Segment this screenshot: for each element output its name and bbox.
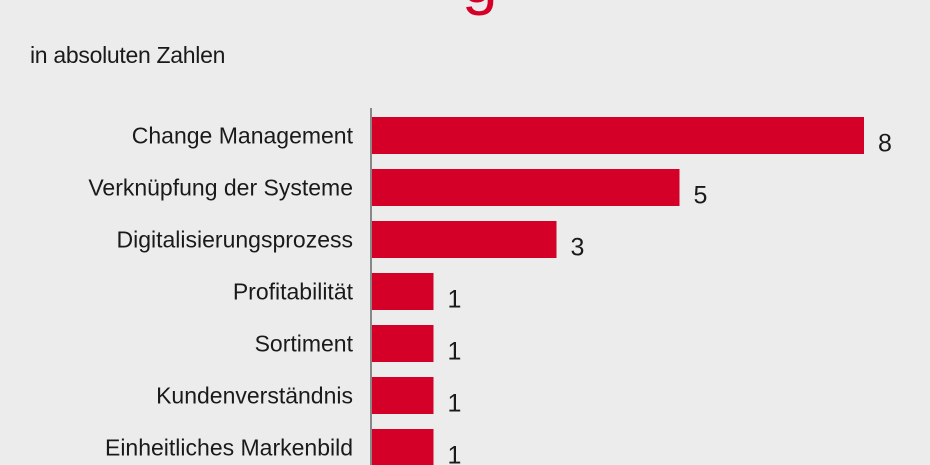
bar [372, 117, 864, 154]
category-label: Kundenverständnis [156, 383, 353, 409]
value-label: 1 [448, 338, 462, 366]
bar [372, 273, 434, 310]
value-label: 8 [878, 130, 892, 158]
value-label: 1 [448, 442, 462, 465]
value-label: 3 [571, 234, 585, 262]
bar [372, 377, 434, 414]
category-label: Change Management [132, 123, 354, 149]
bar [372, 169, 680, 206]
bar [372, 429, 434, 465]
bar [372, 221, 557, 258]
category-label: Digitalisierungsprozess [117, 227, 354, 253]
value-label: 5 [694, 182, 708, 210]
category-label: Verknüpfung der Systeme [88, 175, 353, 201]
category-label: Profitabilität [233, 279, 354, 305]
value-label: 1 [448, 390, 462, 418]
category-label: Sortiment [255, 331, 354, 357]
category-label: Einheitliches Markenbild [105, 435, 353, 461]
chart-title-fragment: g [462, 0, 498, 12]
chart-subtitle: in absoluten Zahlen [30, 42, 226, 68]
bar [372, 325, 434, 362]
value-label: 1 [448, 286, 462, 314]
